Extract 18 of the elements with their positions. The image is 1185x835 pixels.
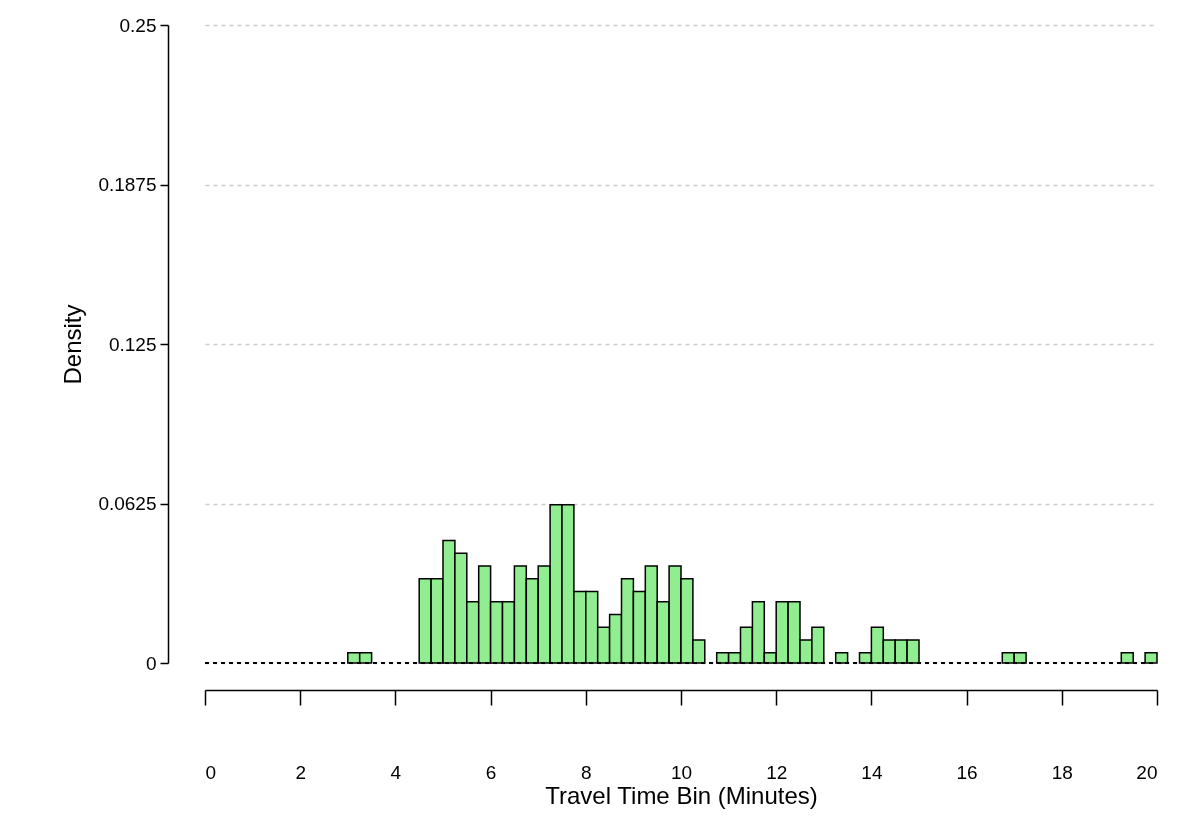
x-tick-label: 6 bbox=[485, 761, 497, 783]
y-tick-label: 0.0625 bbox=[98, 493, 157, 514]
y-tick-label: 0 bbox=[145, 652, 157, 674]
x-tick-label: 0 bbox=[205, 761, 217, 783]
y-tick-label: 0.1875 bbox=[98, 174, 157, 195]
y-tick-label: 0.125 bbox=[108, 333, 157, 355]
x-tick-label: 14 bbox=[861, 761, 883, 783]
x-axis-title: Travel Time Bin (Minutes) bbox=[545, 781, 818, 809]
x-tick-label: 16 bbox=[956, 761, 978, 783]
x-tick-label: 10 bbox=[670, 761, 693, 783]
x-tick-label: 18 bbox=[1051, 761, 1073, 783]
x-tick-label: 4 bbox=[390, 761, 402, 783]
y-axis-title: Density bbox=[59, 304, 87, 385]
x-tick-label: 20 bbox=[1136, 761, 1158, 783]
x-tick-label: 12 bbox=[766, 761, 788, 783]
x-tick-label: 8 bbox=[581, 761, 592, 783]
y-tick-label: 0.25 bbox=[119, 14, 157, 36]
x-tick-label: 2 bbox=[295, 761, 306, 783]
